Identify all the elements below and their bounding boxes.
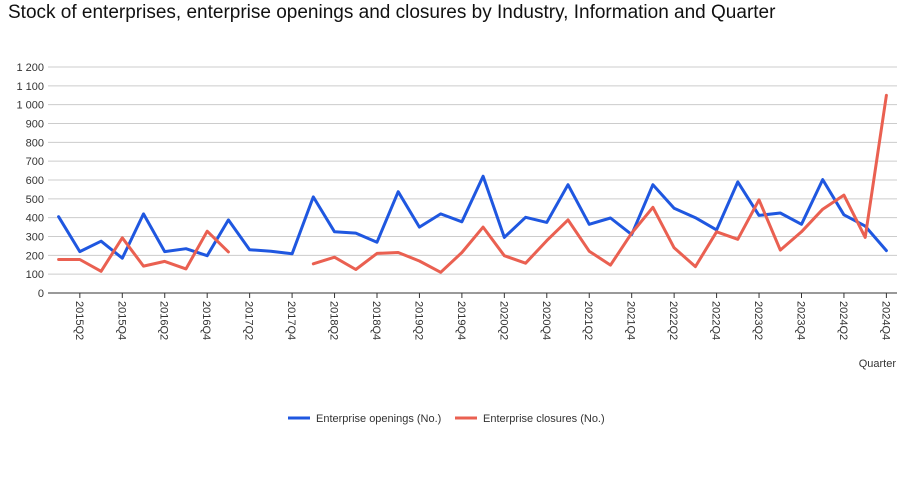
y-tick-label: 300 <box>26 232 44 244</box>
x-tick-label: 2022Q2 <box>667 301 679 340</box>
x-tick-label: 2023Q2 <box>752 301 764 340</box>
x-tick-label: 2021Q4 <box>625 301 637 340</box>
chart-title: Stock of enterprises, enterprise opening… <box>8 2 776 23</box>
x-tick-label: 2018Q4 <box>370 301 382 340</box>
legend-label-1: Enterprise openings (No.) <box>316 413 441 425</box>
x-tick-label: 2023Q4 <box>794 301 806 340</box>
x-tick-label: 2024Q2 <box>837 301 849 340</box>
x-tick-label: 2016Q4 <box>200 301 212 340</box>
x-tick-label: 2015Q4 <box>115 301 127 340</box>
y-tick-label: 800 <box>26 137 44 149</box>
y-axis-ticks: 0 100 200 300 400 500 600 700 800 900 1 000 1 100 1 … <box>16 62 44 300</box>
x-tick-label: 2018Q2 <box>328 301 340 340</box>
x-tick-label: 2017Q2 <box>243 301 255 340</box>
x-tick-label: 2019Q2 <box>412 301 424 340</box>
x-tick-label: 2024Q4 <box>879 301 891 340</box>
x-tick-label: 2017Q4 <box>285 301 297 340</box>
y-tick-label: 1 000 <box>16 100 44 112</box>
y-tick-label: 200 <box>26 250 44 262</box>
y-tick-label: 700 <box>26 156 44 168</box>
y-tick-label: 900 <box>26 119 44 131</box>
x-tick-label: 2022Q4 <box>710 301 722 340</box>
series-lines <box>57 93 888 274</box>
x-tick-label: 2020Q2 <box>497 301 509 340</box>
x-tick-label: 2020Q4 <box>540 301 552 340</box>
y-tick-label: 500 <box>26 194 44 206</box>
y-tick-label: 0 <box>38 288 44 300</box>
x-tick-label: 2015Q2 <box>73 301 85 340</box>
y-tick-label: 1 200 <box>16 62 44 74</box>
series-line-2 <box>57 93 888 274</box>
x-tick-label: 2019Q4 <box>455 301 467 340</box>
legend: Enterprise openings (No.) Enterprise clos… <box>288 413 605 425</box>
x-axis-ticks: 2015Q2 2015Q4 2016Q2 2016Q4 2017Q2 2017Q4 2018… <box>73 293 891 340</box>
y-tick-label: 100 <box>26 269 44 281</box>
x-tick-label: 2016Q2 <box>158 301 170 340</box>
y-tick-label: 400 <box>26 213 44 225</box>
y-tick-label: 600 <box>26 175 44 187</box>
y-tick-label: 1 100 <box>16 81 44 93</box>
x-axis-title: Quarter <box>859 358 897 370</box>
x-tick-label: 2021Q2 <box>582 301 594 340</box>
legend-label-2: Enterprise closures (No.) <box>483 413 605 425</box>
gridlines <box>48 66 897 294</box>
